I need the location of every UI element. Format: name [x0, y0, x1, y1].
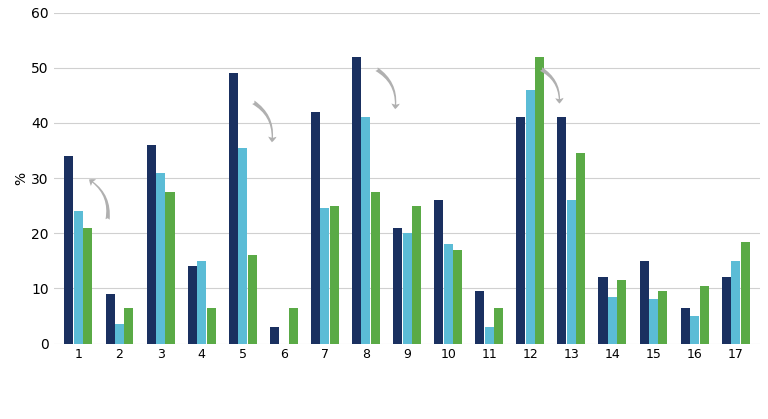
Bar	[576, 153, 585, 344]
Bar	[485, 327, 494, 344]
Bar	[65, 156, 74, 344]
Bar	[658, 291, 667, 344]
Bar	[453, 250, 462, 344]
Bar	[475, 291, 485, 344]
Bar	[731, 261, 740, 344]
Bar	[402, 233, 412, 344]
Bar	[329, 206, 339, 344]
Bar	[608, 297, 617, 344]
Bar	[124, 308, 134, 344]
Bar	[74, 211, 83, 344]
Bar	[147, 145, 156, 344]
Bar	[640, 261, 649, 344]
Bar	[535, 57, 545, 344]
Bar	[393, 228, 402, 344]
Bar	[567, 200, 576, 344]
Bar	[105, 294, 114, 344]
Bar	[526, 90, 535, 344]
Bar	[700, 286, 709, 344]
Bar	[320, 208, 329, 344]
Bar	[247, 255, 257, 344]
Bar	[690, 316, 699, 344]
Y-axis label: %: %	[15, 171, 28, 185]
Bar	[516, 117, 525, 344]
Bar	[412, 206, 421, 344]
Bar	[617, 280, 627, 344]
Bar	[229, 73, 238, 344]
Bar	[371, 192, 380, 344]
Bar	[740, 241, 750, 344]
Bar	[558, 117, 567, 344]
Bar	[207, 308, 216, 344]
Bar	[165, 192, 174, 344]
Bar	[352, 57, 361, 344]
Bar	[362, 117, 370, 344]
Bar	[156, 173, 165, 344]
Bar	[289, 308, 298, 344]
Bar	[444, 244, 452, 344]
Bar	[197, 261, 206, 344]
Bar	[598, 277, 607, 344]
Bar	[270, 327, 279, 344]
Bar	[238, 148, 247, 344]
Bar	[680, 308, 690, 344]
Bar	[649, 300, 658, 344]
Bar	[311, 112, 320, 344]
Bar	[84, 228, 92, 344]
Bar	[115, 324, 124, 344]
Bar	[494, 308, 503, 344]
Bar	[722, 277, 730, 344]
Bar	[187, 266, 197, 344]
Bar	[434, 200, 443, 344]
